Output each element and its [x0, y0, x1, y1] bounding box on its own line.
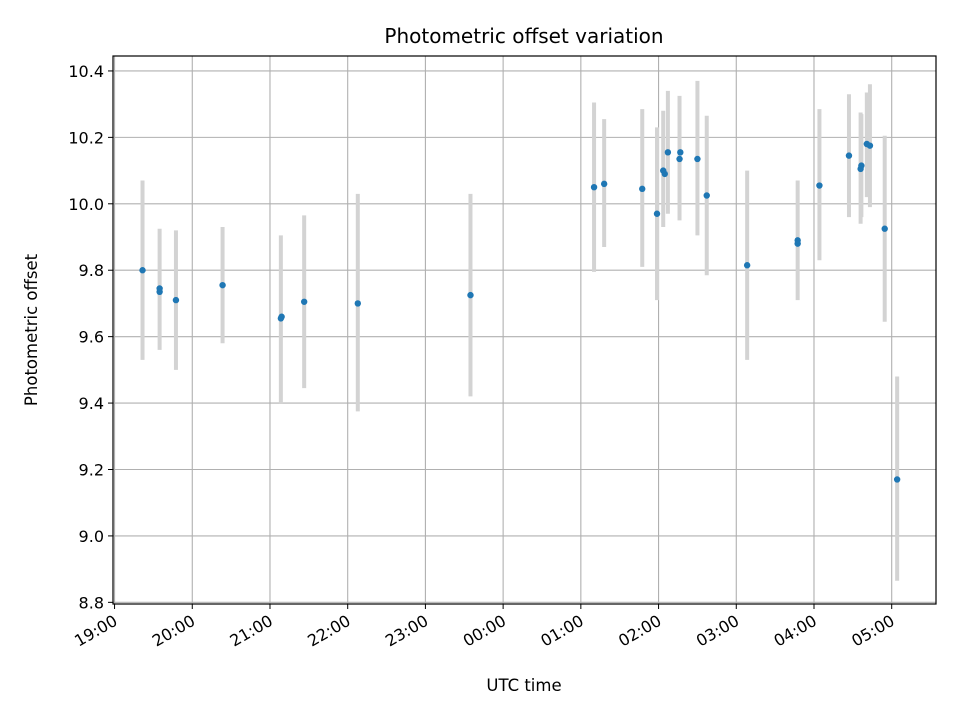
data-point: [794, 237, 801, 244]
data-point: [600, 180, 608, 188]
data-point: [467, 291, 474, 299]
y-axis-label: Photometric offset: [22, 253, 41, 406]
data-point: [816, 182, 823, 189]
data-point: [703, 192, 710, 199]
data-point: [694, 155, 701, 163]
data-point: [156, 285, 163, 292]
y-tick-label: 10.2: [68, 128, 104, 147]
y-tick-label: 9.0: [79, 527, 104, 546]
y-axis-ticks: 8.8 9.0 9.2 9.4 9.6 9.8 10.0 10.2 10.4: [68, 62, 113, 612]
y-tick-label: 9.6: [79, 328, 104, 347]
data-point: [172, 296, 180, 304]
data-point: [661, 170, 668, 178]
y-tick-label: 9.4: [79, 394, 104, 413]
chart-title: Photometric offset variation: [384, 24, 663, 48]
plot-area-frame: [112, 55, 937, 605]
data-point: [845, 152, 853, 159]
data-point: [300, 298, 308, 305]
data-point: [881, 225, 888, 232]
y-tick-label: 10.4: [68, 62, 104, 81]
y-tick-label: 10.0: [68, 195, 104, 214]
data-point: [653, 210, 661, 217]
data-point: [664, 149, 672, 156]
data-point: [858, 162, 865, 169]
data-point: [743, 262, 751, 269]
y-tick-label: 9.2: [79, 460, 104, 479]
y-tick-label: 8.8: [79, 593, 104, 612]
data-point: [866, 142, 874, 149]
data-point: [219, 281, 226, 289]
data-point: [354, 300, 362, 307]
y-tick-label: 9.8: [79, 261, 104, 280]
data-point: [893, 476, 901, 483]
data-point: [139, 267, 146, 274]
grid: [113, 56, 936, 604]
data-point: [639, 185, 646, 193]
data-points: [139, 140, 901, 483]
data-point: [677, 149, 684, 156]
data-point: [278, 313, 285, 320]
x-axis-label: UTC time: [486, 676, 561, 695]
data-point: [590, 183, 598, 191]
data-point: [676, 155, 683, 163]
